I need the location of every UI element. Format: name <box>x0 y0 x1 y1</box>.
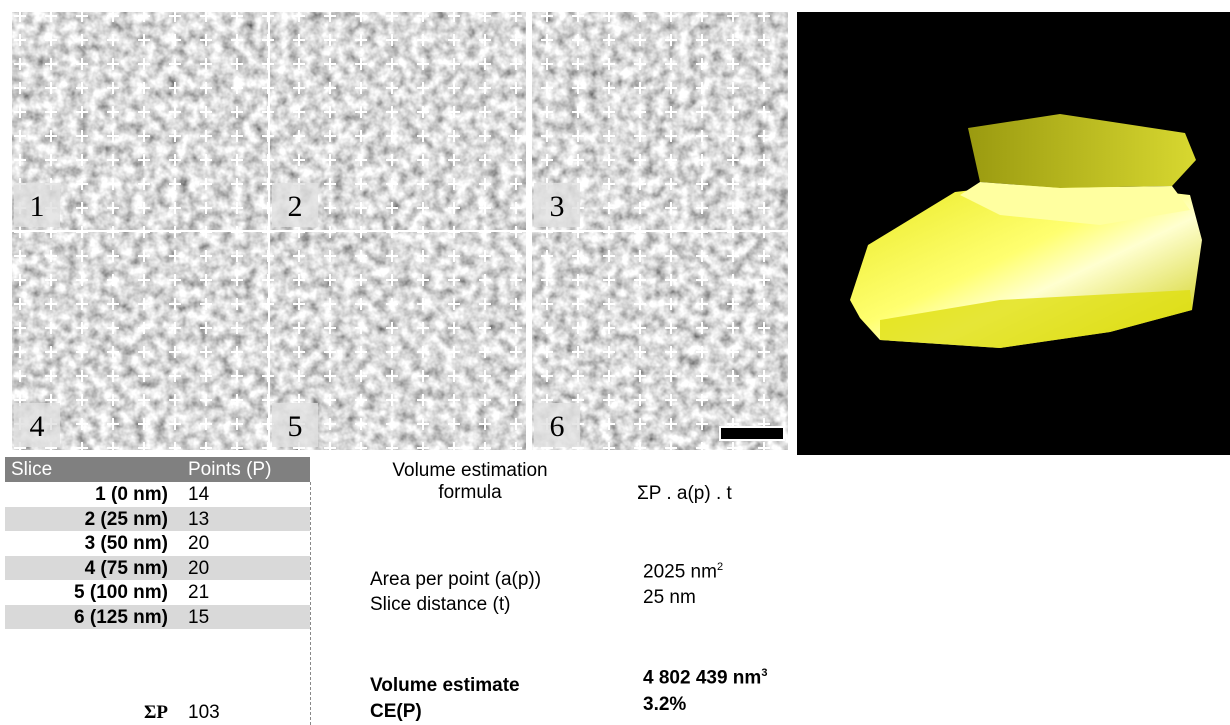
superscript: 3 <box>761 667 767 679</box>
formula-label: Volume estimation formula <box>360 460 580 504</box>
table-divider <box>310 482 311 725</box>
table-row: 5 (100 nm) 21 <box>5 580 310 604</box>
header-cell: Points (P) <box>175 457 310 482</box>
param-label: Area per point (a(p)) <box>370 569 541 591</box>
panel-label: 5 <box>288 410 303 443</box>
result-label: Volume estimate <box>370 675 520 697</box>
table-row: 6 (125 nm) 15 <box>5 605 310 629</box>
table-row: 2 (25 nm) 13 <box>5 507 310 531</box>
superscript: 2 <box>717 561 723 573</box>
cell: 6 (125 nm) <box>74 607 168 629</box>
cell: 21 <box>188 582 209 604</box>
page: 123456 Slice Points (P) 1 (0 nm)142 (25 … <box>0 0 1230 725</box>
cell: 5 (100 nm) <box>74 582 168 604</box>
figure-images: 1 2 3 4 5 6 <box>0 0 1230 456</box>
header-text: Points (P) <box>188 459 271 481</box>
table-row: ΣP 103 <box>5 700 310 724</box>
cell: 13 <box>188 509 209 531</box>
panel-label: 4 <box>30 410 45 443</box>
panel-label: 2 <box>288 190 303 223</box>
param-value: 25 nm <box>643 587 696 609</box>
table-row: 1 (0 nm) 14 <box>5 482 310 506</box>
formula-expression: ΣP . a(p) . t <box>637 483 732 505</box>
cell: 20 <box>188 558 209 580</box>
cell: 20 <box>188 533 209 555</box>
result-value: 4 802 439 nm3 <box>643 667 767 689</box>
header-cell: Slice <box>5 457 175 482</box>
cell: 3 (50 nm) <box>85 533 168 555</box>
panel-grid: 1 2 3 4 5 6 <box>12 12 788 450</box>
result-label: CE(P) <box>370 701 422 723</box>
header-text: Slice <box>11 459 52 481</box>
param-label: Slice distance (t) <box>370 594 510 616</box>
table-row: 3 (50 nm) 20 <box>5 531 310 555</box>
value: 2025 nm <box>643 561 717 582</box>
cell: 103 <box>188 702 220 724</box>
cell: 15 <box>188 607 209 629</box>
param-value: 2025 nm2 <box>643 561 723 583</box>
panel-label: 1 <box>30 190 45 223</box>
panel-label: 6 <box>550 410 565 443</box>
table-row: 4 (75 nm) 20 <box>5 556 310 580</box>
cell: 2 (25 nm) <box>85 509 168 531</box>
cell: 4 (75 nm) <box>85 558 168 580</box>
value: 4 802 439 nm <box>643 667 761 688</box>
cell: 14 <box>188 484 209 506</box>
scale-bar <box>720 427 784 440</box>
panel-label: 3 <box>550 190 565 223</box>
cell: ΣP <box>144 702 168 724</box>
cell: 1 (0 nm) <box>95 484 168 506</box>
result-value: 3.2% <box>643 694 686 716</box>
